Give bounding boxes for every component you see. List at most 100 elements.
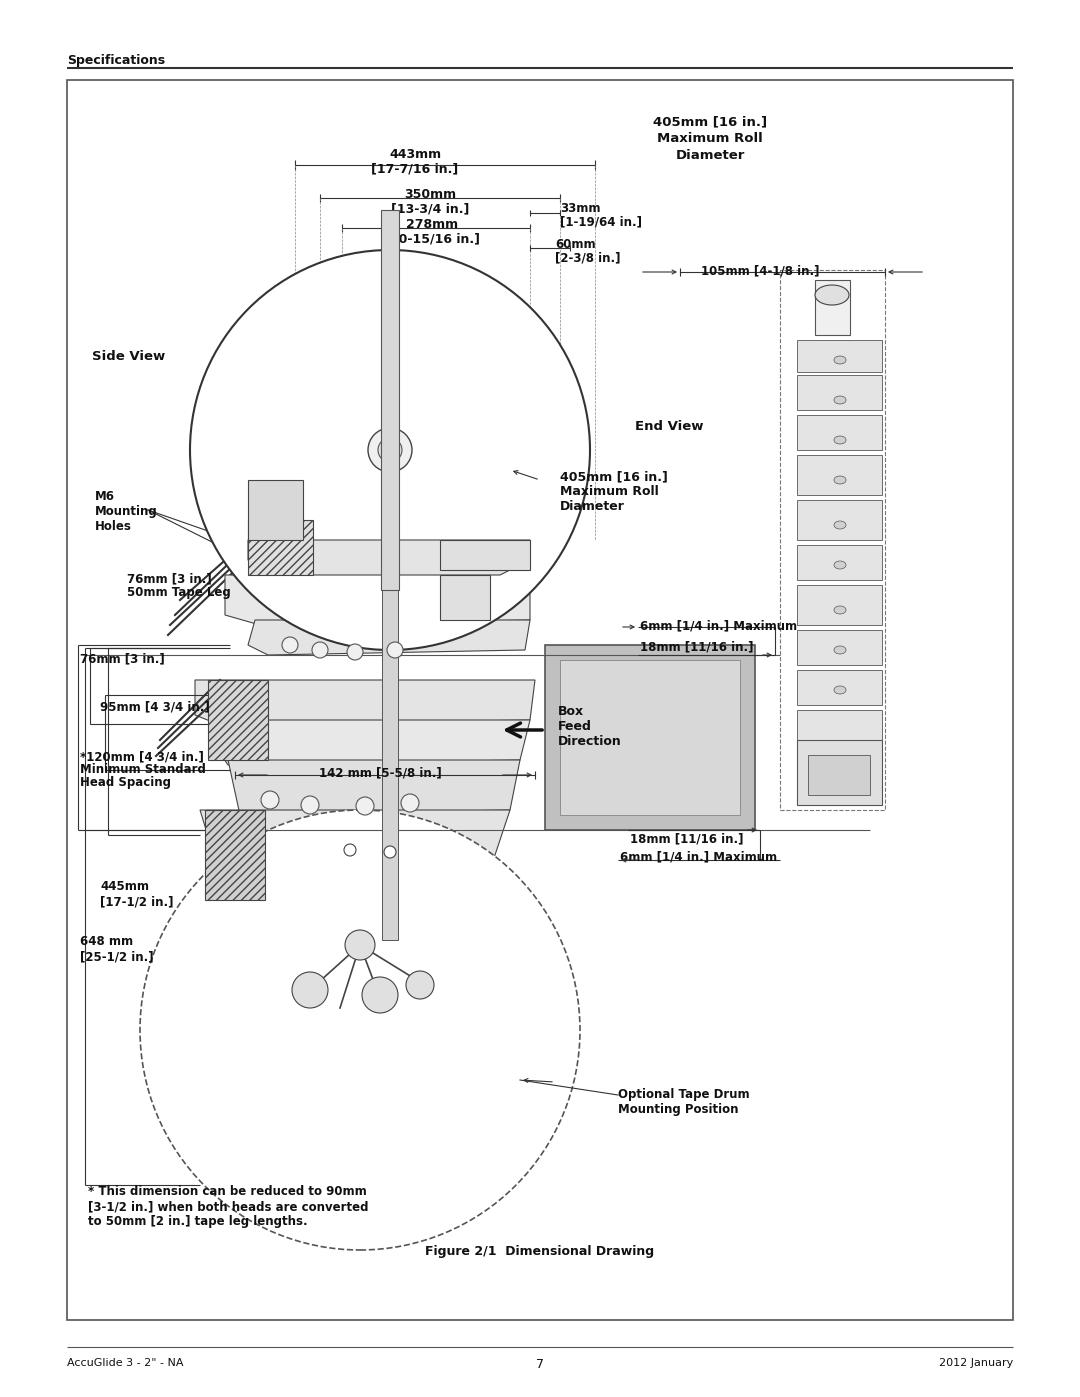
Bar — [797, 500, 882, 541]
Text: Side View: Side View — [92, 351, 165, 363]
Bar — [797, 415, 882, 450]
Ellipse shape — [384, 847, 396, 858]
Ellipse shape — [140, 810, 580, 1250]
Text: 142 mm [5-5/8 in.]: 142 mm [5-5/8 in.] — [319, 766, 442, 780]
Text: Figure 2/1  Dimensional Drawing: Figure 2/1 Dimensional Drawing — [426, 1245, 654, 1259]
Ellipse shape — [282, 637, 298, 652]
Text: * This dimension can be reduced to 90mm: * This dimension can be reduced to 90mm — [87, 1185, 367, 1199]
Bar — [67, 80, 1013, 1320]
Bar — [440, 541, 530, 570]
Text: Diameter: Diameter — [675, 149, 745, 162]
Bar — [382, 570, 399, 940]
Bar — [248, 520, 313, 576]
Ellipse shape — [834, 395, 846, 404]
Text: 18mm [11/16 in.]: 18mm [11/16 in.] — [630, 833, 743, 845]
Bar — [797, 671, 882, 705]
Ellipse shape — [345, 930, 375, 960]
Ellipse shape — [834, 562, 846, 569]
Text: 60mm: 60mm — [555, 237, 596, 251]
Ellipse shape — [387, 643, 403, 658]
Polygon shape — [248, 620, 530, 655]
Bar — [797, 710, 882, 740]
Ellipse shape — [834, 686, 846, 694]
Text: Specifications: Specifications — [67, 54, 165, 67]
Ellipse shape — [834, 476, 846, 483]
Bar — [381, 210, 399, 590]
Polygon shape — [195, 680, 535, 725]
Text: 350mm: 350mm — [404, 189, 456, 201]
Text: 6mm [1/4 in.] Maximum: 6mm [1/4 in.] Maximum — [640, 619, 797, 631]
Text: Maximum Roll: Maximum Roll — [561, 485, 659, 497]
Text: 76mm [3 in.]: 76mm [3 in.] — [80, 652, 165, 665]
Polygon shape — [228, 760, 519, 814]
Bar — [808, 754, 870, 795]
Text: 278mm: 278mm — [406, 218, 458, 231]
Ellipse shape — [345, 844, 356, 856]
Ellipse shape — [834, 436, 846, 444]
Polygon shape — [220, 870, 490, 935]
Bar — [797, 740, 882, 805]
Bar — [797, 585, 882, 624]
Text: to 50mm [2 in.] tape leg lengths.: to 50mm [2 in.] tape leg lengths. — [87, 1215, 308, 1228]
Bar — [797, 630, 882, 665]
Text: M6
Mounting
Holes: M6 Mounting Holes — [95, 490, 158, 534]
Text: 95mm [4 3/4 in.]: 95mm [4 3/4 in.] — [100, 700, 210, 712]
Text: [10-15/16 in.]: [10-15/16 in.] — [384, 232, 480, 244]
Ellipse shape — [362, 977, 399, 1013]
Polygon shape — [200, 810, 510, 875]
Bar — [797, 545, 882, 580]
Bar — [797, 374, 882, 409]
Text: [2-3/8 in.]: [2-3/8 in.] — [555, 251, 621, 264]
Text: 6mm [1/4 in.] Maximum: 6mm [1/4 in.] Maximum — [620, 849, 778, 863]
Text: AccuGlide 3 - 2" - NA: AccuGlide 3 - 2" - NA — [67, 1358, 184, 1368]
Text: End View: End View — [635, 420, 703, 433]
Ellipse shape — [190, 250, 590, 650]
Ellipse shape — [301, 796, 319, 814]
Text: [1-19/64 in.]: [1-19/64 in.] — [561, 215, 642, 228]
Text: 105mm [4-1/8 in.]: 105mm [4-1/8 in.] — [701, 264, 820, 277]
Bar — [248, 481, 303, 541]
Ellipse shape — [834, 356, 846, 365]
Bar — [208, 680, 268, 760]
Bar — [815, 279, 850, 335]
Ellipse shape — [401, 793, 419, 812]
Text: Maximum Roll: Maximum Roll — [657, 131, 762, 145]
Text: Optional Tape Drum
Mounting Position: Optional Tape Drum Mounting Position — [618, 1088, 750, 1116]
Text: 2012 January: 2012 January — [939, 1358, 1013, 1368]
Text: 405mm [16 in.]: 405mm [16 in.] — [653, 115, 767, 129]
Ellipse shape — [834, 521, 846, 529]
Ellipse shape — [834, 645, 846, 654]
Ellipse shape — [356, 798, 374, 814]
Ellipse shape — [815, 285, 849, 305]
Text: [13-3/4 in.]: [13-3/4 in.] — [391, 203, 469, 215]
Ellipse shape — [406, 971, 434, 999]
Bar — [545, 645, 755, 830]
Text: 50mm Tape Leg: 50mm Tape Leg — [127, 585, 231, 599]
Ellipse shape — [292, 972, 328, 1009]
Text: *120mm [4 3/4 in.]: *120mm [4 3/4 in.] — [80, 750, 204, 763]
Polygon shape — [225, 576, 530, 624]
Text: Box
Feed
Direction: Box Feed Direction — [558, 705, 622, 747]
Text: Head Spacing: Head Spacing — [80, 775, 171, 789]
Text: 445mm: 445mm — [100, 880, 149, 893]
Text: 405mm [16 in.]: 405mm [16 in.] — [561, 469, 667, 483]
Ellipse shape — [378, 439, 402, 462]
Polygon shape — [248, 541, 530, 576]
Text: [25-1/2 in.]: [25-1/2 in.] — [80, 950, 153, 963]
Text: 76mm [3 in.]: 76mm [3 in.] — [127, 571, 212, 585]
Ellipse shape — [347, 644, 363, 659]
Bar — [797, 455, 882, 495]
Text: Diameter: Diameter — [561, 500, 625, 513]
Bar — [205, 810, 265, 900]
Text: Minimum Standard: Minimum Standard — [80, 763, 206, 775]
Text: 7: 7 — [536, 1358, 544, 1370]
Text: [17-1/2 in.]: [17-1/2 in.] — [100, 895, 174, 908]
Ellipse shape — [368, 427, 411, 472]
Bar — [780, 270, 885, 810]
Text: 443mm: 443mm — [389, 148, 441, 161]
Ellipse shape — [834, 606, 846, 615]
Bar — [440, 576, 490, 620]
Bar — [797, 339, 882, 372]
Text: [3-1/2 in.] when both heads are converted: [3-1/2 in.] when both heads are converte… — [87, 1200, 368, 1213]
Ellipse shape — [261, 791, 279, 809]
